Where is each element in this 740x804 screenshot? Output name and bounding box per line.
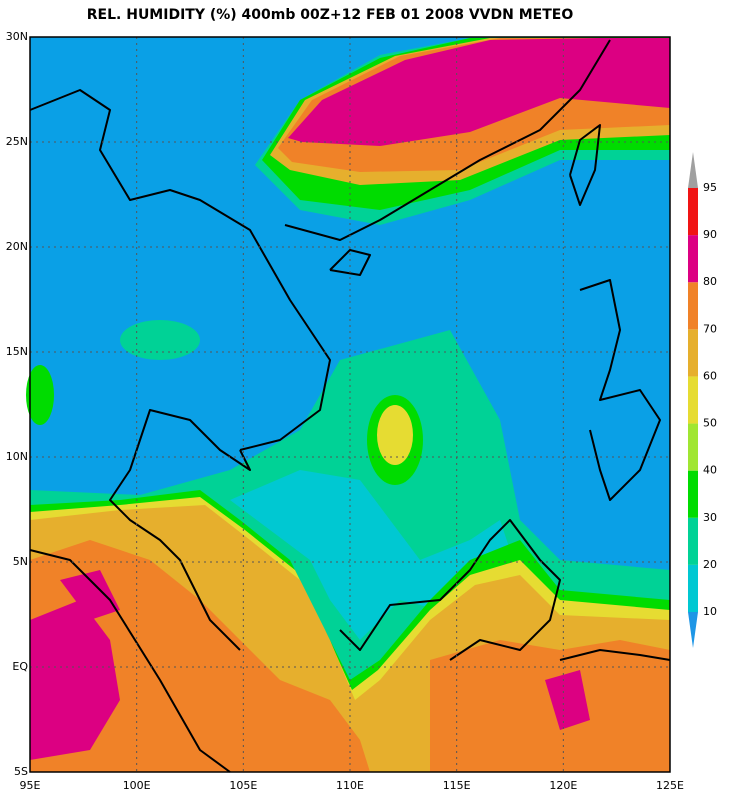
lat-tick-label: 15N [6,345,28,358]
coastlines [29,39,671,773]
lat-tick-label: EQ [12,660,28,673]
lat-tick-label: 25N [6,135,28,148]
colorbar-label: 80 [703,275,717,288]
colorbar-under [688,612,698,648]
colorbar-segment [688,282,698,330]
lon-tick-label: 95E [20,779,41,792]
lat-tick-label: 20N [6,240,28,253]
colorbar-label: 20 [703,558,717,571]
colorbar-segment [688,517,698,565]
lon-tick-label: 105E [229,779,257,792]
colorbar-segment [688,376,698,424]
lat-tick-label: 5S [14,765,28,778]
humidity-field [26,37,670,772]
colorbar-segment [688,188,698,236]
map-frame [29,36,671,773]
lon-tick-label: 115E [443,779,471,792]
lon-tick-label: 125E [656,779,684,792]
colorbar-label: 90 [703,228,717,241]
colorbar-label: 60 [703,369,717,382]
colorbar-label: 30 [703,511,717,524]
colorbar-label: 70 [703,322,717,335]
lat-tick-label: 30N [6,30,28,43]
lon-tick-label: 120E [549,779,577,792]
map-title: REL. HUMIDITY (%) 400mb 00Z+12 FEB 01 20… [87,7,574,23]
colorbar-label: 40 [703,464,717,477]
colorbar-segment [688,564,698,612]
colorbar-segment [688,423,698,471]
lat-tick-label: 10N [6,450,28,463]
colorbar-over [688,152,698,188]
colorbar-label: 10 [703,605,717,618]
colorbar-label: 95 [703,181,717,194]
colorbar [688,152,698,648]
lat-tick-label: 5N [13,555,28,568]
colorbar-label: 50 [703,417,717,430]
lon-tick-label: 110E [336,779,364,792]
colorbar-segment [688,470,698,518]
lon-tick-label: 100E [123,779,151,792]
colorbar-segment [688,235,698,283]
colorbar-segment [688,329,698,377]
